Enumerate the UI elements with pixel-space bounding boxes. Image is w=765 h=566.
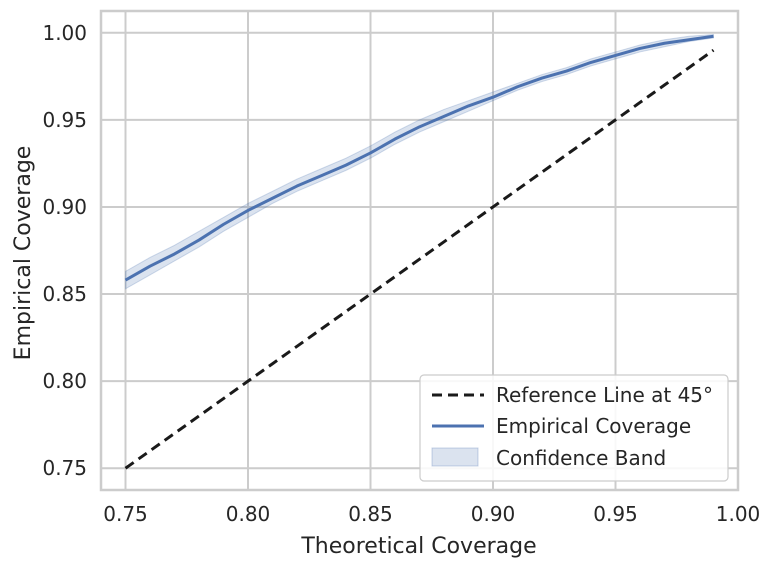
y-tick-label: 1.00 xyxy=(42,21,87,45)
y-axis-label: Empirical Coverage xyxy=(11,146,36,361)
plot-frame xyxy=(99,9,740,492)
empirical-coverage-line xyxy=(124,34,714,282)
y-tick-label: 0.75 xyxy=(42,456,87,480)
x-tick-label: 0.90 xyxy=(471,502,516,526)
x-tick-label: 0.95 xyxy=(593,502,638,526)
x-axis-label: Theoretical Coverage xyxy=(300,534,536,559)
y-tick-labels: 0.75 0.80 0.85 0.90 0.95 1.00 xyxy=(42,21,87,480)
confidence-band-area xyxy=(125,33,714,290)
x-tick-label: 1.00 xyxy=(716,502,761,526)
x-tick-label: 0.75 xyxy=(103,502,148,526)
y-tick-label: 0.80 xyxy=(42,369,87,393)
legend: Reference Line at 45° Empirical Coverage… xyxy=(419,374,729,482)
legend-confidence-band-label: Confidence Band xyxy=(496,446,666,470)
reference-line-45-degree xyxy=(124,48,715,470)
legend-confidence-band-swatch xyxy=(431,447,479,467)
y-tick-label: 0.95 xyxy=(42,108,87,132)
y-tick-label: 0.90 xyxy=(42,195,87,219)
x-tick-label: 0.80 xyxy=(226,502,271,526)
x-tick-label: 0.85 xyxy=(348,502,393,526)
confidence-band-layer xyxy=(125,33,714,290)
x-tick-labels: 0.75 0.80 0.85 0.90 0.95 1.00 xyxy=(103,502,760,526)
series-lines-layer xyxy=(124,34,715,470)
legend-reference-line-label: Reference Line at 45° xyxy=(496,383,713,407)
y-tick-label: 0.85 xyxy=(42,282,87,306)
legend-empirical-coverage-label: Empirical Coverage xyxy=(496,414,691,438)
legend-box xyxy=(419,374,729,482)
